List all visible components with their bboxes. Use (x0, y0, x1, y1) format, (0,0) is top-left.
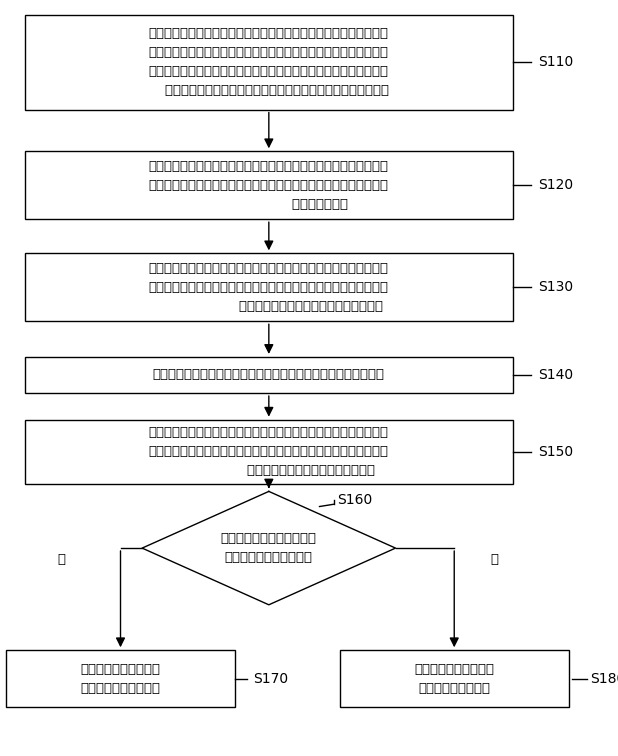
Text: 判断所述第一车牌号码与所
述第二车牌号码是否相同: 判断所述第一车牌号码与所 述第二车牌号码是否相同 (221, 532, 317, 564)
Text: 接收所述目标高位摄像头发送的所述目标车辆图像，并从所述目标车
辆图像中识别目标车辆的第一车牌号码，所述目标车辆为停在所述目
                  : 接收所述目标高位摄像头发送的所述目标车辆图像，并从所述目标车 辆图像中识别目标车… (149, 160, 389, 211)
Text: 向所述目标用户终端返
回车牌号码修改指令: 向所述目标用户终端返 回车牌号码修改指令 (414, 662, 494, 695)
Bar (25, 253, 513, 321)
Bar (25, 420, 513, 484)
Text: 将各所述候选泊位分别对应的候选泊位号发送给所述目标用户终端: 将各所述候选泊位分别对应的候选泊位号发送给所述目标用户终端 (153, 368, 385, 382)
Text: S170: S170 (253, 671, 289, 686)
Text: S120: S120 (538, 178, 573, 192)
Text: 当获取到目标用户终端基于预缴费订单发送的泊位号获取指令时，将
泊位位置位于目标定位信息预设范围内的泊位确定为候选泊位，所述
                  : 当获取到目标用户终端基于预缴费订单发送的泊位号获取指令时，将 泊位位置位于目标定… (149, 262, 389, 313)
Text: 接收所述目标用户终端发送的预缴费订单，所述预缴费订单包括预缴
费金额信息、目标泊位号以及第二车牌号码，所述目标泊位号为多个
                  : 接收所述目标用户终端发送的预缴费订单，所述预缴费订单包括预缴 费金额信息、目标泊… (149, 426, 389, 477)
Bar (25, 15, 513, 110)
Bar (340, 650, 569, 707)
Polygon shape (142, 491, 396, 605)
Text: 当接收到目标车辆感应设备发送的携带有目标泊位号的目标车辆驶入
指令时，向与所述目标泊位号对应的目标高位摄像头发送图像采集指
令，使得所述目标高位摄像头根据所述图: 当接收到目标车辆感应设备发送的携带有目标泊位号的目标车辆驶入 指令时，向与所述目… (148, 27, 389, 98)
Text: 否: 否 (491, 553, 498, 566)
Text: S180: S180 (590, 671, 618, 686)
Bar (25, 357, 513, 393)
Text: S110: S110 (538, 55, 573, 70)
Text: S160: S160 (337, 494, 372, 507)
Text: 是: 是 (58, 553, 66, 566)
Text: 向所述目标用户终端返
回预缴费订单确认指令: 向所述目标用户终端返 回预缴费订单确认指令 (80, 662, 161, 695)
Text: S130: S130 (538, 280, 573, 294)
Text: S150: S150 (538, 445, 573, 459)
Bar (25, 151, 513, 219)
Bar (6, 650, 235, 707)
Text: S140: S140 (538, 368, 573, 382)
